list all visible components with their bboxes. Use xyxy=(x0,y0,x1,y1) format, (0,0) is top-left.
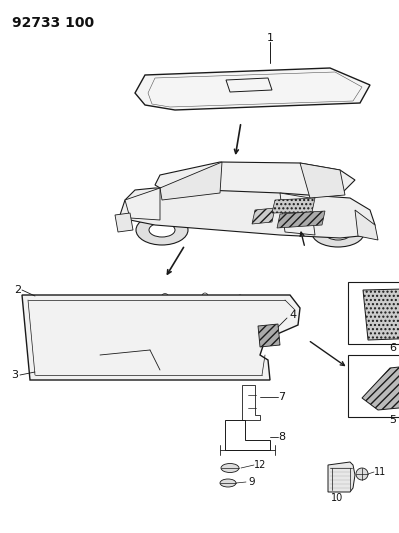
Ellipse shape xyxy=(136,215,188,245)
Text: 2: 2 xyxy=(14,285,22,295)
Text: 8: 8 xyxy=(279,432,286,442)
Text: 10: 10 xyxy=(331,493,343,503)
Polygon shape xyxy=(115,213,133,232)
Polygon shape xyxy=(355,210,378,240)
Polygon shape xyxy=(363,288,399,340)
Text: 1: 1 xyxy=(267,33,273,43)
Polygon shape xyxy=(272,198,315,213)
Polygon shape xyxy=(280,193,315,235)
Polygon shape xyxy=(160,162,222,200)
Ellipse shape xyxy=(312,219,364,247)
Text: 12: 12 xyxy=(254,460,266,470)
Ellipse shape xyxy=(220,479,236,487)
Polygon shape xyxy=(125,188,160,220)
Bar xyxy=(348,282,399,344)
Polygon shape xyxy=(135,68,370,110)
Bar xyxy=(140,342,158,354)
Polygon shape xyxy=(300,163,345,198)
Text: 11: 11 xyxy=(374,467,386,477)
Ellipse shape xyxy=(221,464,239,472)
Polygon shape xyxy=(258,324,280,347)
Polygon shape xyxy=(362,362,399,410)
Bar xyxy=(85,318,140,348)
Ellipse shape xyxy=(158,311,223,366)
Polygon shape xyxy=(328,462,355,492)
Polygon shape xyxy=(277,211,325,228)
Polygon shape xyxy=(120,188,375,238)
Text: 92733 100: 92733 100 xyxy=(12,16,94,30)
Text: 9: 9 xyxy=(249,477,255,487)
Text: 7: 7 xyxy=(279,392,286,402)
Text: 4: 4 xyxy=(289,310,296,320)
Bar xyxy=(348,355,399,417)
Ellipse shape xyxy=(325,226,351,240)
Polygon shape xyxy=(22,295,300,380)
Polygon shape xyxy=(252,208,275,224)
Bar xyxy=(110,340,135,355)
Text: 3: 3 xyxy=(12,370,18,380)
Ellipse shape xyxy=(149,223,175,237)
Circle shape xyxy=(356,468,368,480)
Text: 5: 5 xyxy=(389,415,397,425)
Polygon shape xyxy=(155,162,355,198)
Text: 6: 6 xyxy=(389,343,397,353)
